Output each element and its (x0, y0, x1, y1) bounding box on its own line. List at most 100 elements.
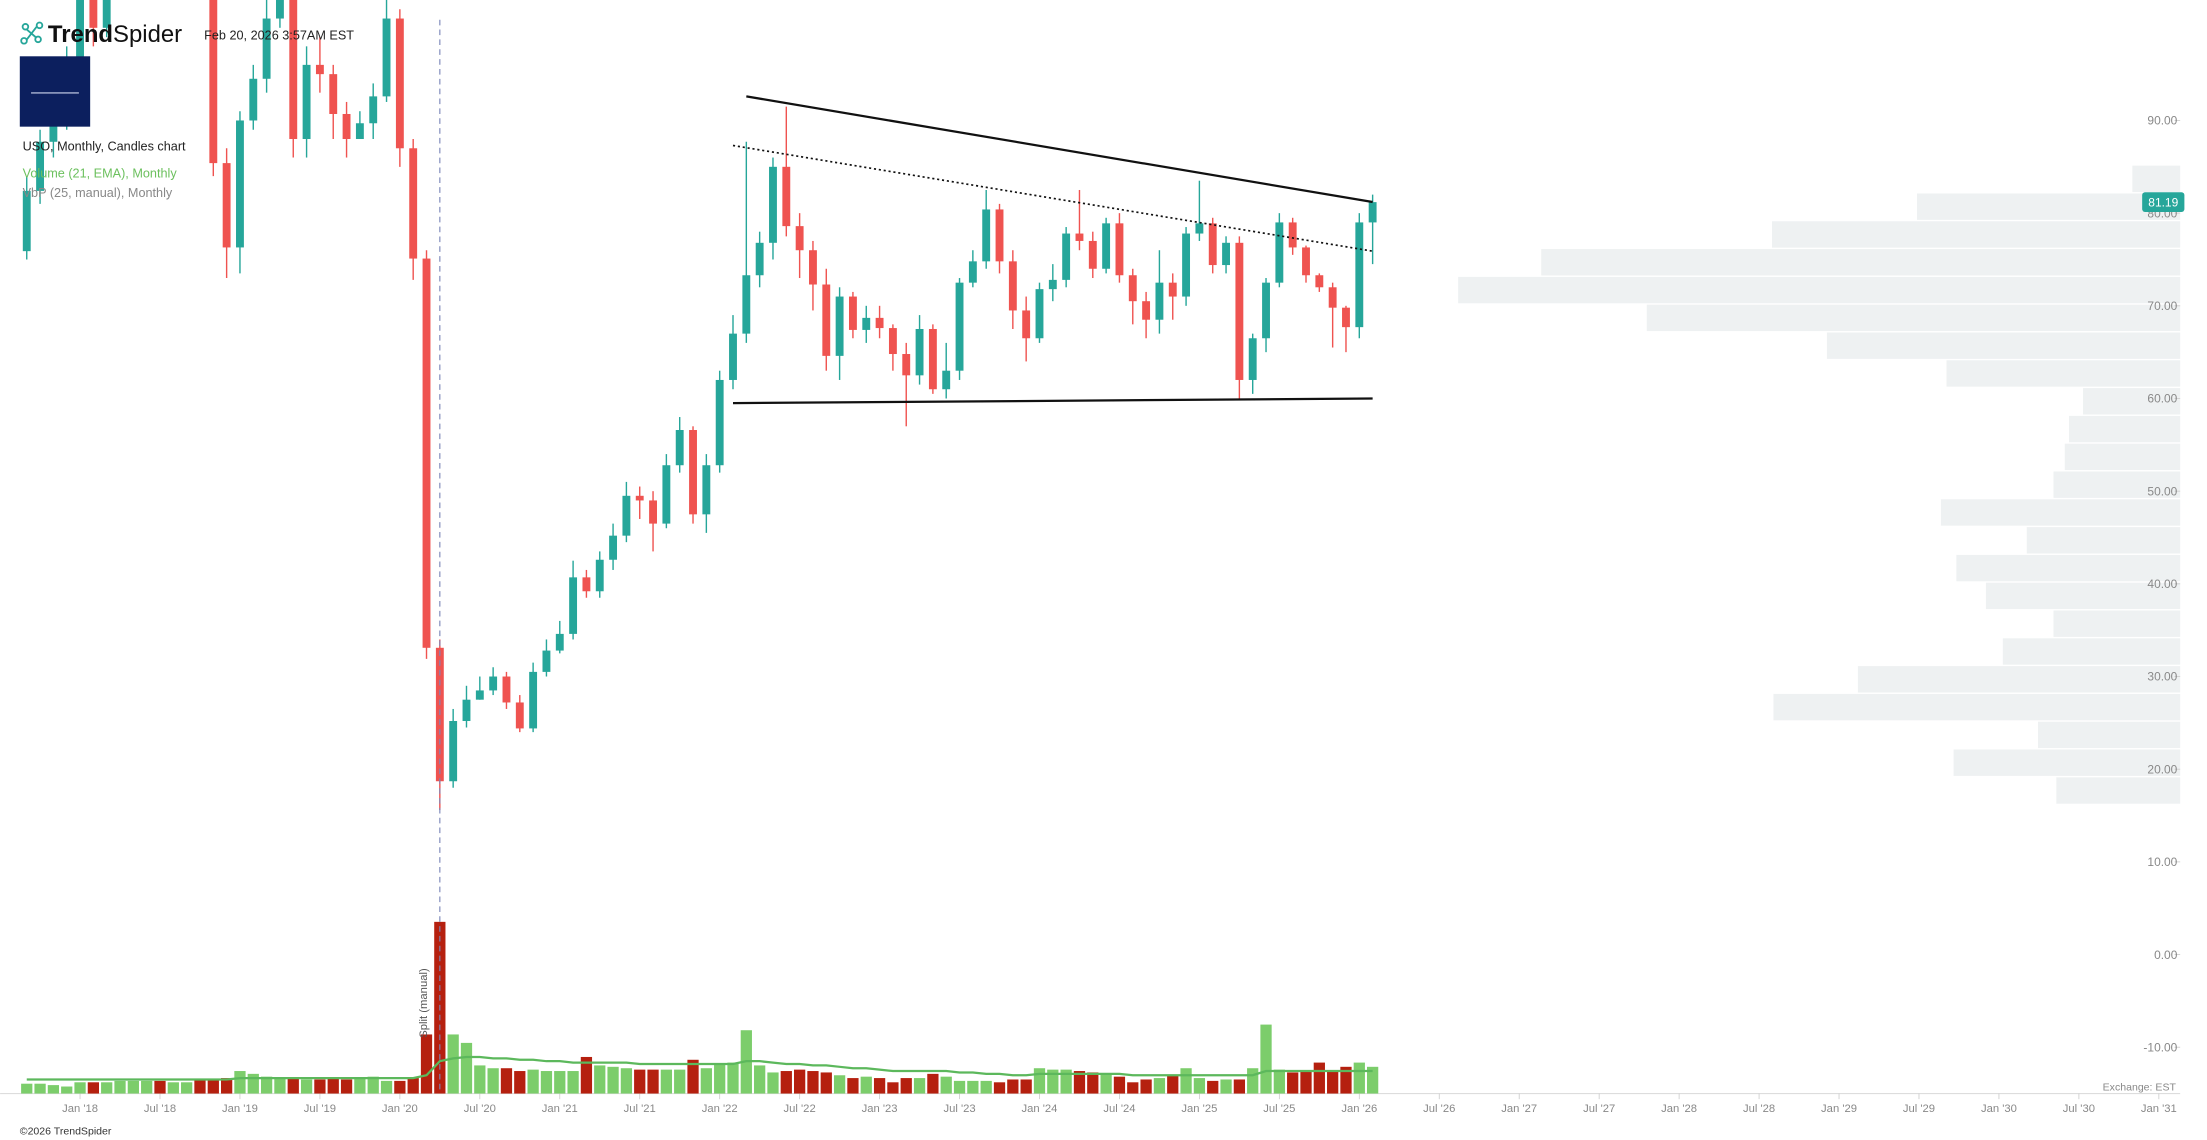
y-tick-label: -10.00 (2143, 1040, 2177, 1054)
candle-body (1155, 282, 1164, 320)
volume-bar (1087, 1072, 1099, 1094)
volume-bar (1193, 1078, 1206, 1094)
volume-bar (47, 1085, 60, 1094)
volume-bar (540, 1071, 553, 1094)
candle-body (1048, 279, 1057, 290)
symbol-logo (19, 56, 91, 127)
candle-body (982, 209, 991, 262)
volume-bar (620, 1068, 633, 1094)
profile-bar (2068, 415, 2181, 443)
trendline (746, 95, 1373, 204)
x-tick-label: Jan '30 (1981, 1103, 2017, 1115)
volume-bar (1287, 1072, 1299, 1094)
x-tick-label: Jan '28 (1661, 1103, 1697, 1115)
volume-bar (1207, 1080, 1219, 1094)
candle-body (89, 0, 98, 28)
volume-bar (500, 1068, 513, 1094)
last-price-label: 81.19 (2148, 195, 2178, 209)
candle-body (355, 123, 364, 140)
candle-body (382, 18, 391, 97)
candle-body (1315, 275, 1324, 288)
profile-bar (2056, 777, 2181, 804)
candle-body (209, 0, 218, 164)
brand: TrendSpider (48, 21, 182, 48)
candle-body (1195, 223, 1204, 234)
volume-bar (247, 1073, 259, 1094)
profile-bar (1956, 554, 2181, 582)
candle-body (1275, 222, 1284, 283)
profile-bar (2002, 638, 2181, 665)
volume-bar (1353, 1062, 1365, 1094)
candle-body (649, 500, 657, 524)
trendline (732, 397, 1373, 405)
volume-bar (940, 1076, 952, 1094)
candle-body (275, 0, 284, 19)
profile-bar (1857, 666, 2181, 693)
volume-bar (807, 1071, 819, 1094)
volume-bar (967, 1080, 979, 1094)
y-tick-label: 50.00 (2147, 484, 2177, 498)
candle-body (848, 296, 857, 330)
candle-body (1168, 282, 1177, 297)
x-tick-label: Jul '22 (784, 1103, 816, 1115)
x-tick-label: Jan '23 (862, 1103, 898, 1115)
candle-body (795, 226, 804, 251)
candle-body (342, 113, 351, 140)
volume-bar (900, 1078, 912, 1094)
volume-bar (300, 1079, 313, 1094)
annotations: Split (manual) 81.19 (418, 19, 2185, 1094)
candle-body (555, 633, 564, 651)
profile-bar (2064, 443, 2181, 471)
candle-body (968, 261, 977, 283)
candle-body (595, 559, 604, 592)
x-tick-label: Jul '29 (1903, 1103, 1935, 1115)
candle-body (729, 333, 737, 380)
axes: 90.0080.0070.0060.0050.0040.0030.0020.00… (0, 114, 2181, 1115)
volume-bar (1127, 1082, 1139, 1094)
volume-bar (220, 1078, 233, 1094)
candle-body (942, 370, 951, 390)
candle-body (1035, 289, 1044, 339)
volume-bar (607, 1066, 619, 1094)
x-tick-label: Jul '21 (624, 1103, 656, 1115)
profile-bar (1773, 693, 2181, 721)
volume-bar (1340, 1066, 1352, 1094)
profile-bar (1953, 749, 2181, 776)
volume-bar (767, 1072, 779, 1094)
volume-bar (101, 1082, 113, 1094)
brand-rest: Spider (113, 21, 182, 48)
profile-bar (2053, 471, 2181, 498)
volume-bar (554, 1071, 566, 1094)
profile-bar (1946, 360, 2181, 387)
legend-vbp: VbP (25, manual), Monthly (23, 186, 173, 200)
profile-bar (2083, 388, 2181, 415)
volume-bar (567, 1071, 579, 1094)
x-tick-label: Jul '23 (943, 1103, 975, 1115)
candle-body (422, 258, 431, 648)
candle-body (609, 535, 618, 560)
volume-bar (780, 1071, 792, 1094)
volume-bar (1153, 1078, 1166, 1094)
profile-bar (1458, 276, 2181, 304)
volume-bar (660, 1069, 673, 1094)
candle-body (1088, 240, 1097, 269)
candle-body (489, 676, 498, 691)
candle-body (835, 296, 844, 356)
volume-bar (820, 1072, 832, 1094)
candle-body (888, 328, 897, 355)
candle-body (1075, 233, 1084, 241)
volume-bar (794, 1069, 806, 1094)
volume-bar (700, 1068, 712, 1094)
candle-body (289, 0, 298, 140)
profile-bar (1826, 332, 2181, 359)
x-tick-label: Jan '29 (1821, 1103, 1857, 1115)
x-tick-label: Jul '20 (464, 1103, 496, 1115)
candle-body (622, 495, 631, 536)
profile-bar (2038, 721, 2181, 749)
last-price-badge (2142, 192, 2185, 212)
volume-bar (1247, 1068, 1259, 1094)
brand-icon (20, 21, 44, 45)
candle-body (1222, 242, 1230, 266)
candle-body (302, 64, 311, 140)
